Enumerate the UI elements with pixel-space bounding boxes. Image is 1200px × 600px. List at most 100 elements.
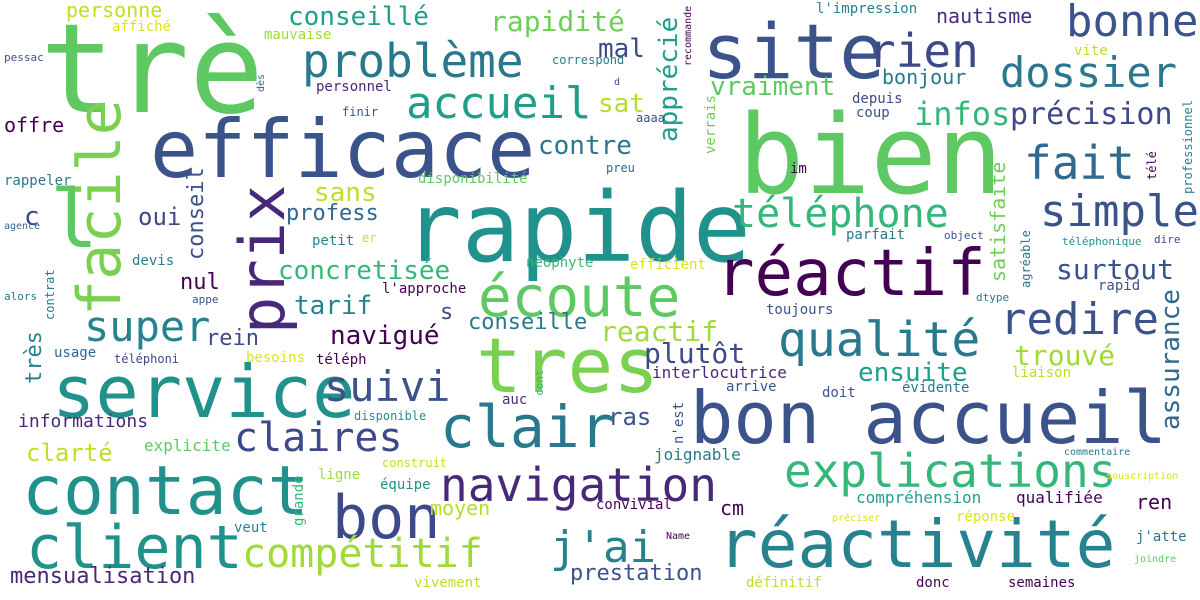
word-clarte: clarté: [26, 439, 113, 467]
word-bonjour: bonjour: [882, 65, 967, 89]
word-assurance: assurance: [1156, 289, 1186, 430]
word-grande: grande: [291, 475, 307, 526]
word-cont: cont: [533, 369, 546, 397]
word-finir: finir: [342, 105, 379, 119]
word-sat: sat: [598, 89, 645, 119]
word-navigation: navigation: [440, 458, 717, 512]
word-preciser: préciser: [832, 513, 881, 524]
word-disponible: disponible: [354, 409, 427, 423]
word-interlocutrice: interlocutrice: [652, 363, 787, 382]
word-telephonique: téléphonique: [1062, 235, 1142, 248]
word-efficace: efficace: [150, 103, 536, 196]
word-comprehension: compréhension: [856, 488, 982, 507]
word-disponibilite: disponibilité: [418, 171, 528, 187]
word-vivement: vivement: [414, 575, 482, 591]
word-explicite: explicite: [144, 436, 231, 455]
word-tarif: tarif: [294, 291, 373, 321]
word-accueil: accueil: [406, 78, 592, 129]
word-ren: ren: [1136, 490, 1173, 514]
word-concretisee: concretisée: [278, 256, 451, 286]
word-client: client: [26, 513, 243, 583]
word-contact: contact: [22, 452, 309, 531]
word-depuis: depuis: [852, 91, 903, 107]
word-usage: usage: [54, 345, 97, 361]
word-prestation: prestation: [570, 561, 703, 586]
word-offre: offre: [4, 113, 65, 137]
word-souscription: souscription: [1106, 471, 1179, 482]
word-name: Name: [666, 531, 691, 542]
word-s: s: [440, 300, 454, 325]
word-correspond: correspond: [552, 53, 625, 67]
word-dossier: dossier: [1000, 48, 1178, 97]
word-bonne: bonne: [1066, 0, 1199, 47]
word-satisfaite: satisfaite: [986, 161, 1010, 282]
word-personne: personne: [66, 0, 163, 22]
word-oui: oui: [138, 203, 182, 231]
word-liaison: liaison: [1012, 365, 1072, 381]
word-bon-accueil: bon accueil: [690, 376, 1167, 460]
word-joindre: joindre: [1134, 554, 1177, 565]
word-construit: construit: [382, 456, 448, 470]
word-telephoni: téléphoni: [114, 352, 180, 366]
word-vite: vite: [1074, 43, 1108, 59]
word-conseil: conseil: [184, 167, 209, 260]
word-l: l: [50, 173, 99, 266]
word-rein: rein: [206, 326, 259, 351]
word-agence: agence: [4, 221, 41, 232]
word-dtype: dtype: [976, 291, 1010, 304]
word-navigue: navigué: [330, 321, 440, 351]
word-telephone: téléphone: [732, 191, 949, 237]
word-equipe: équipe: [380, 477, 431, 493]
word-redire: redire: [1000, 294, 1159, 345]
word-ras: ras: [608, 403, 652, 431]
word-rapidite: rapidité: [490, 5, 625, 38]
word-moyen: moyen: [430, 496, 491, 520]
word-fait: fait: [1024, 136, 1135, 190]
word-reactif-2: reactif: [600, 315, 719, 348]
word-mensualisation: mensualisation: [10, 564, 196, 589]
word-probleme: problème: [302, 34, 524, 88]
word-vraiment: vraiment: [710, 72, 836, 102]
word-claires: claires: [234, 415, 403, 461]
word-surtout: surtout: [1056, 253, 1175, 286]
word-personnel: personnel: [316, 79, 392, 95]
word-super: super: [84, 302, 211, 351]
word-definitif: définitif: [746, 575, 822, 591]
word-lapproche: l'approche: [382, 281, 467, 297]
word-object: object: [944, 229, 984, 242]
word-recommande: recommande: [683, 5, 694, 66]
word-rien: rien: [868, 24, 979, 78]
word-cm: cm: [720, 496, 745, 520]
word-im: im: [790, 161, 807, 177]
word-jai: j'ai: [550, 522, 656, 573]
word-qualifiee: qualifiée: [1016, 488, 1103, 507]
word-mal: mal: [598, 34, 645, 64]
word-toujours: toujours: [766, 302, 834, 318]
word-simple: simple: [1040, 186, 1199, 237]
word-efficient: efficient: [630, 257, 706, 273]
word-preu: preu: [606, 161, 635, 175]
word-parfait: parfait: [846, 227, 906, 243]
word-sans: sans: [314, 178, 377, 208]
word-veut: veut: [234, 520, 268, 536]
word-conseille-2: conseillé: [288, 2, 429, 32]
word-verrais: verrais: [703, 94, 719, 154]
word-explications: explications: [784, 444, 1117, 498]
word-affiche: affiché: [112, 19, 172, 35]
word-clair: clair: [440, 393, 615, 461]
word-tres: tres: [476, 321, 660, 410]
word-appe: appe: [192, 293, 219, 306]
word-coup: coup: [856, 105, 890, 121]
word-commentaire: commentaire: [1064, 447, 1131, 458]
word-bon: bon: [332, 483, 441, 553]
word-aaaa: aaaa: [636, 111, 665, 125]
word-site: site: [702, 7, 886, 96]
word-reactivite: réactivité: [718, 506, 1116, 583]
word-petit: petit: [312, 233, 355, 249]
word-donc: donc: [916, 575, 950, 591]
word-competitif: compétitif: [242, 531, 483, 577]
word-convivial: convivial: [596, 497, 672, 513]
word-teleph: téléph: [316, 352, 367, 368]
word-limpression: l'impression: [816, 1, 918, 17]
